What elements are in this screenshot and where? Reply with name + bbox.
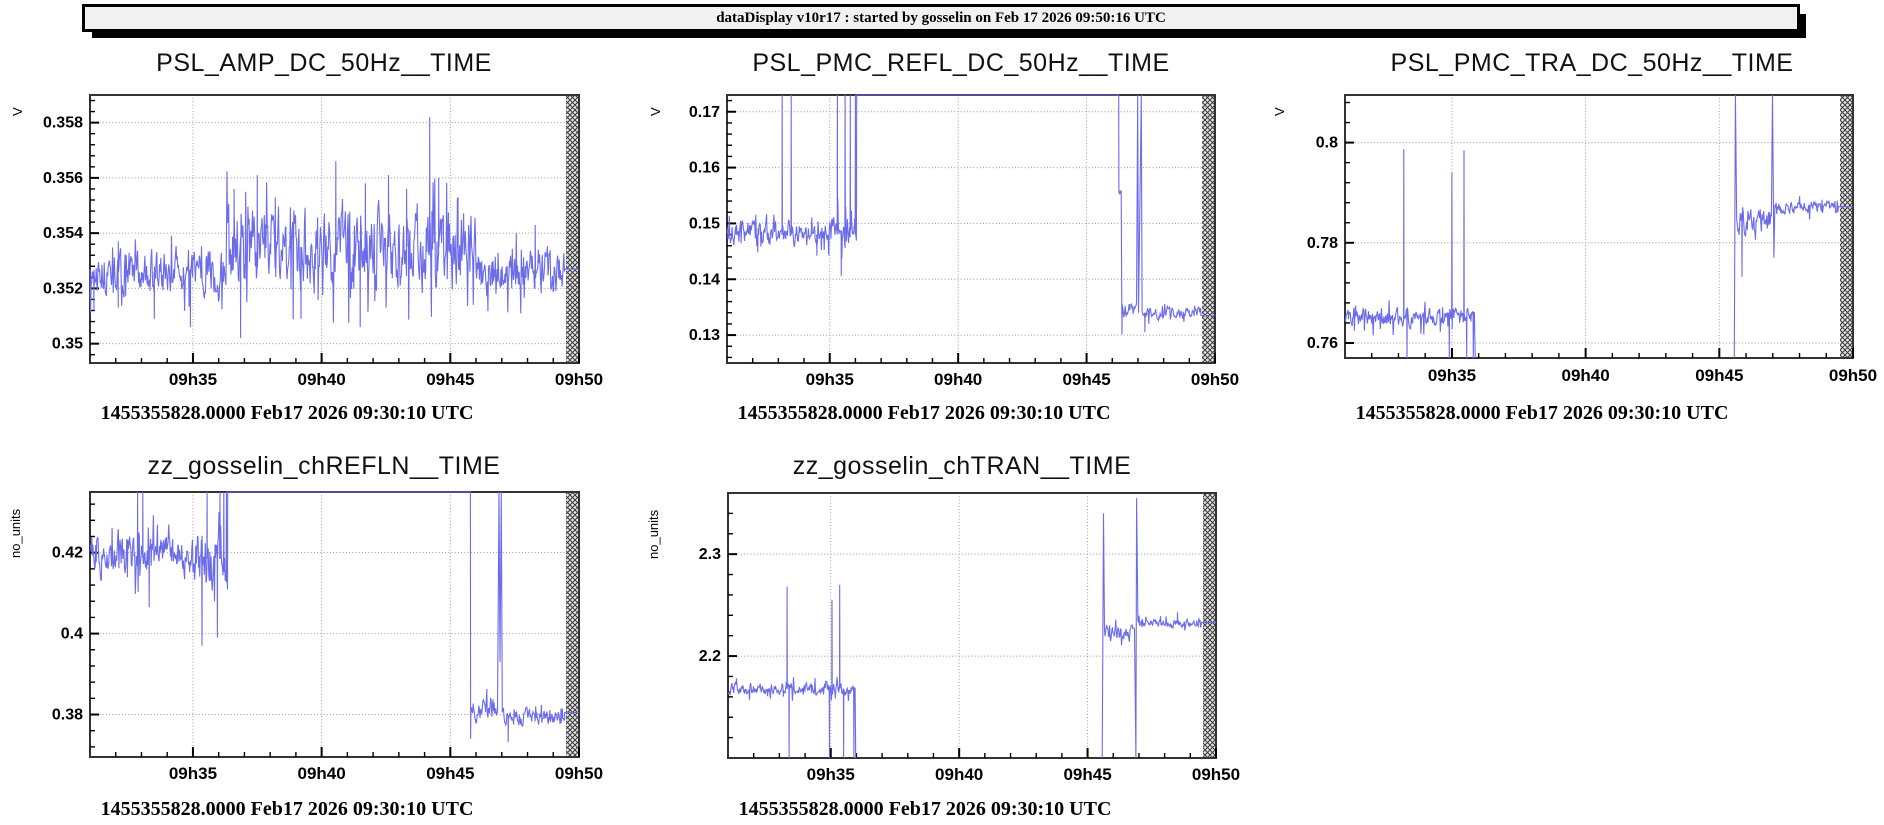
y-tick-label: 0.38 <box>52 707 83 724</box>
no-data-hatch-strip <box>1202 95 1215 363</box>
x-tick-label: 09h40 <box>298 370 346 389</box>
x-tick-label: 09h40 <box>298 764 346 783</box>
chart-title-chtran: zz_gosselin_chTRAN__TIME <box>792 452 1132 480</box>
y-tick-label: 0.14 <box>689 271 720 288</box>
signal-trace <box>89 491 579 743</box>
y-axis-unit-label: V <box>1272 107 1287 116</box>
x-tick-label: 09h35 <box>807 765 855 784</box>
plot-frame <box>89 491 580 758</box>
signal-trace <box>726 94 1215 335</box>
y-tick-label: 0.42 <box>52 545 83 562</box>
start-timestamp: 1455355828.0000 Feb17 2026 09:30:10 UTC <box>1355 402 1729 424</box>
y-tick-label: 0.358 <box>43 115 83 132</box>
y-axis-unit-label: no_units <box>8 508 23 558</box>
chart-title-psl-pmc-tra: PSL_PMC_TRA_DC_50Hz__TIME <box>1390 49 1794 77</box>
chart-panel-chtran[interactable]: 09h35 09h40 09h45 09h50 2.2 2.3 <box>699 492 1240 784</box>
start-timestamp: 1455355828.0000 Feb17 2026 09:30:10 UTC <box>100 798 474 820</box>
plot-frame <box>1344 94 1854 359</box>
y-tick-label: 0.35 <box>52 336 83 353</box>
y-axis-unit-label: no_units <box>646 509 661 559</box>
x-tick-label: 09h40 <box>935 765 983 784</box>
chart-panel-psl-pmc-tra[interactable]: 09h35 09h40 09h45 09h50 0.76 0.78 0.8 <box>1307 94 1877 385</box>
no-data-hatch-strip <box>566 492 579 757</box>
y-tick-label: 0.352 <box>43 280 83 297</box>
no-data-hatch-strip <box>1203 493 1216 758</box>
x-tick-label: 09h35 <box>169 764 217 783</box>
no-data-hatch-strip <box>566 95 579 363</box>
x-tick-label: 09h50 <box>555 370 603 389</box>
x-tick-label: 09h35 <box>169 370 217 389</box>
y-tick-label: 0.13 <box>689 327 720 344</box>
y-tick-label: 0.356 <box>43 170 83 187</box>
x-tick-label: 09h45 <box>426 370 474 389</box>
x-tick-label: 09h45 <box>1695 366 1743 385</box>
chart-panel-psl-amp[interactable]: 09h35 09h40 09h45 09h50 0.35 0.352 0.354 0.356 0… <box>43 94 603 389</box>
start-timestamp: 1455355828.0000 Feb17 2026 09:30:10 UTC <box>100 402 474 424</box>
y-tick-label: 2.2 <box>699 648 721 665</box>
x-tick-label: 09h45 <box>1063 765 1111 784</box>
chart-title-psl-pmc-refl: PSL_PMC_REFL_DC_50Hz__TIME <box>752 49 1170 77</box>
signal-trace <box>89 117 579 339</box>
y-tick-label: 0.76 <box>1307 335 1338 352</box>
x-tick-label: 09h50 <box>555 764 603 783</box>
start-timestamp: 1455355828.0000 Feb17 2026 09:30:10 UTC <box>737 402 1111 424</box>
x-tick-label: 09h50 <box>1829 366 1877 385</box>
y-tick-label: 0.4 <box>61 626 83 643</box>
y-tick-label: 0.16 <box>689 160 720 177</box>
x-tick-label: 09h45 <box>1062 370 1110 389</box>
x-tick-label: 09h35 <box>806 370 854 389</box>
plot-frame <box>727 492 1217 759</box>
y-axis-unit-label: V <box>10 107 25 116</box>
x-tick-label: 09h50 <box>1191 370 1239 389</box>
chart-panel-psl-pmc-refl[interactable]: 09h35 09h40 09h45 09h50 0.13 0.14 0.15 0.16 0.17 <box>689 94 1239 389</box>
start-timestamp: 1455355828.0000 Feb17 2026 09:30:10 UTC <box>738 798 1112 820</box>
y-tick-label: 0.17 <box>689 104 720 121</box>
y-axis-unit-label: V <box>648 107 663 116</box>
x-tick-label: 09h50 <box>1192 765 1240 784</box>
y-tick-label: 0.8 <box>1316 135 1338 152</box>
no-data-hatch-strip <box>1840 95 1853 358</box>
chart-title-psl-amp: PSL_AMP_DC_50Hz__TIME <box>156 49 492 77</box>
chart-panel-chrefln[interactable]: 09h35 09h40 09h45 09h50 0.38 0.4 0.42 <box>52 491 603 783</box>
signal-trace <box>727 498 1216 759</box>
window-titlebar[interactable]: dataDisplay v10r17 : started by gosselin… <box>82 4 1800 32</box>
y-tick-label: 0.15 <box>689 215 720 232</box>
plot-frame <box>89 94 580 364</box>
x-tick-label: 09h35 <box>1428 366 1476 385</box>
x-tick-label: 09h40 <box>934 370 982 389</box>
x-tick-label: 09h40 <box>1562 366 1610 385</box>
y-tick-label: 0.78 <box>1307 235 1338 252</box>
titlebar-title: dataDisplay v10r17 : started by gosselin… <box>716 9 1166 26</box>
y-tick-label: 0.354 <box>43 225 83 242</box>
signal-trace <box>1344 94 1853 359</box>
chart-title-chrefln: zz_gosselin_chREFLN__TIME <box>147 452 501 480</box>
x-tick-label: 09h45 <box>426 764 474 783</box>
y-tick-label: 2.3 <box>699 546 721 563</box>
